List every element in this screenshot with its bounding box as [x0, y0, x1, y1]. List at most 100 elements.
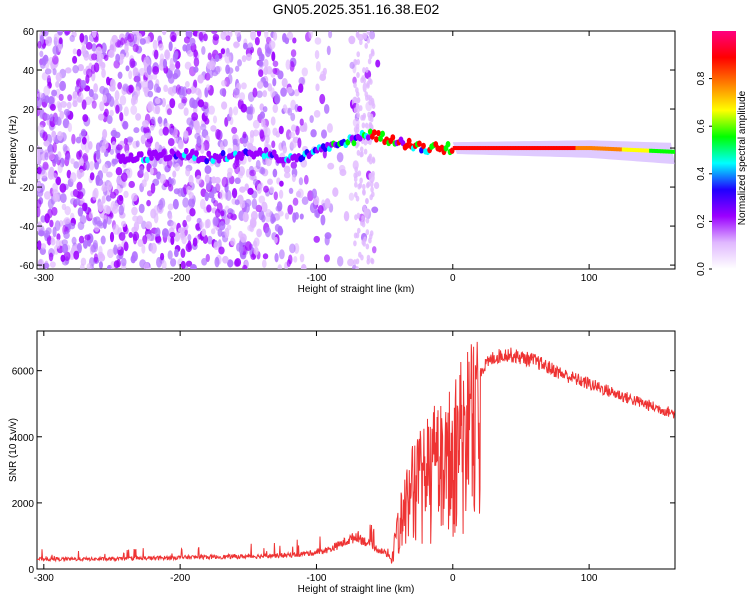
- ridge-cell: [488, 146, 492, 151]
- ridge-cell: [564, 146, 568, 151]
- ridge-cell: [673, 149, 675, 154]
- noise-cell: [249, 129, 255, 138]
- noise-cell: [129, 58, 136, 69]
- ridge-cell: [600, 146, 604, 151]
- noise-cell: [122, 120, 129, 130]
- noise-cell: [263, 80, 269, 88]
- noise-cell: [147, 101, 154, 112]
- noise-cell: [80, 257, 87, 266]
- noise-cell: [260, 167, 266, 175]
- noise-cell: [214, 65, 221, 75]
- noise-cell: [115, 144, 123, 151]
- noise-cell: [363, 148, 368, 155]
- noise-cell: [249, 103, 254, 115]
- noise-cell: [214, 208, 221, 218]
- noise-cell: [169, 231, 176, 238]
- noise-cell: [222, 138, 228, 147]
- noise-cell: [159, 173, 167, 185]
- noise-cell: [250, 31, 257, 41]
- noise-cell: [169, 31, 177, 42]
- noise-cell: [107, 181, 113, 191]
- noise-cell: [88, 211, 94, 219]
- x-tick-label: 0: [450, 573, 456, 584]
- noise-cell: [314, 37, 322, 45]
- noise-cell: [195, 175, 202, 185]
- ridge-cell: [602, 146, 606, 151]
- snr-series: [37, 341, 675, 564]
- noise-cell: [265, 48, 271, 58]
- noise-cell: [75, 136, 82, 144]
- noise-cell: [111, 158, 117, 167]
- ridge-cell: [504, 146, 508, 151]
- noise-cell: [131, 251, 138, 262]
- noise-cell: [44, 213, 50, 224]
- noise-cell: [204, 165, 212, 175]
- noise-cell: [100, 235, 106, 245]
- noise-cell: [143, 171, 150, 182]
- ridge-cell: [138, 151, 144, 158]
- noise-cell: [115, 104, 120, 114]
- noise-cell: [78, 169, 85, 178]
- noise-cell: [309, 115, 314, 123]
- noise-cell: [111, 34, 118, 43]
- noise-cell: [62, 118, 70, 129]
- noise-cell: [278, 249, 285, 260]
- noise-cell: [365, 229, 370, 236]
- noise-cell: [76, 48, 82, 57]
- noise-cell: [298, 77, 305, 86]
- noise-cell: [201, 46, 206, 55]
- noise-cell: [85, 74, 90, 84]
- noise-cell: [207, 235, 213, 245]
- noise-cell: [271, 51, 276, 62]
- noise-cell: [42, 131, 48, 142]
- snr-y-ticks: 0 2000 4000 6000: [12, 367, 675, 576]
- noise-cell: [237, 170, 244, 179]
- ridge-cell: [153, 149, 159, 157]
- noise-cell: [365, 198, 369, 205]
- colorbar-tick-label: 0.6: [696, 119, 707, 133]
- noise-cell: [258, 182, 264, 189]
- noise-cell: [225, 35, 231, 42]
- noise-cell: [39, 108, 45, 119]
- noise-cell: [91, 31, 97, 38]
- noise-cell: [308, 31, 313, 39]
- noise-cell: [37, 166, 42, 175]
- noise-cell: [356, 58, 361, 65]
- noise-cell: [101, 195, 106, 204]
- noise-cell: [105, 205, 111, 215]
- noise-cell: [227, 208, 234, 215]
- ridge-cell: [463, 146, 467, 151]
- noise-cell: [130, 105, 138, 115]
- noise-cell: [46, 234, 52, 246]
- noise-cell: [117, 243, 122, 251]
- noise-cell: [356, 106, 360, 113]
- noise-cell: [37, 230, 45, 237]
- noise-cell: [82, 239, 88, 249]
- ridge-cell: [575, 146, 579, 151]
- ridge-cell: [482, 146, 487, 151]
- noise-cell: [41, 72, 49, 81]
- noise-cell: [315, 83, 320, 92]
- noise-cell: [37, 240, 42, 251]
- noise-cell: [290, 99, 296, 111]
- noise-cell: [158, 128, 164, 137]
- noise-cell: [108, 49, 115, 58]
- ridge-cell: [640, 148, 645, 153]
- noise-cell: [169, 57, 174, 68]
- noise-cell: [294, 211, 299, 220]
- noise-cell: [56, 100, 61, 109]
- noise-cell: [315, 60, 321, 72]
- noise-cell: [119, 95, 127, 106]
- noise-cell: [221, 79, 227, 87]
- ridge-cell: [493, 146, 497, 151]
- noise-cell: [160, 252, 165, 261]
- noise-cell: [227, 167, 233, 175]
- noise-cell: [60, 193, 67, 204]
- noise-cell: [48, 252, 54, 262]
- ridge-cell: [501, 146, 506, 151]
- noise-cell: [146, 64, 152, 76]
- noise-cell: [82, 114, 89, 122]
- noise-cell: [282, 145, 288, 154]
- ridge-cell: [349, 135, 355, 142]
- noise-cell: [64, 205, 71, 216]
